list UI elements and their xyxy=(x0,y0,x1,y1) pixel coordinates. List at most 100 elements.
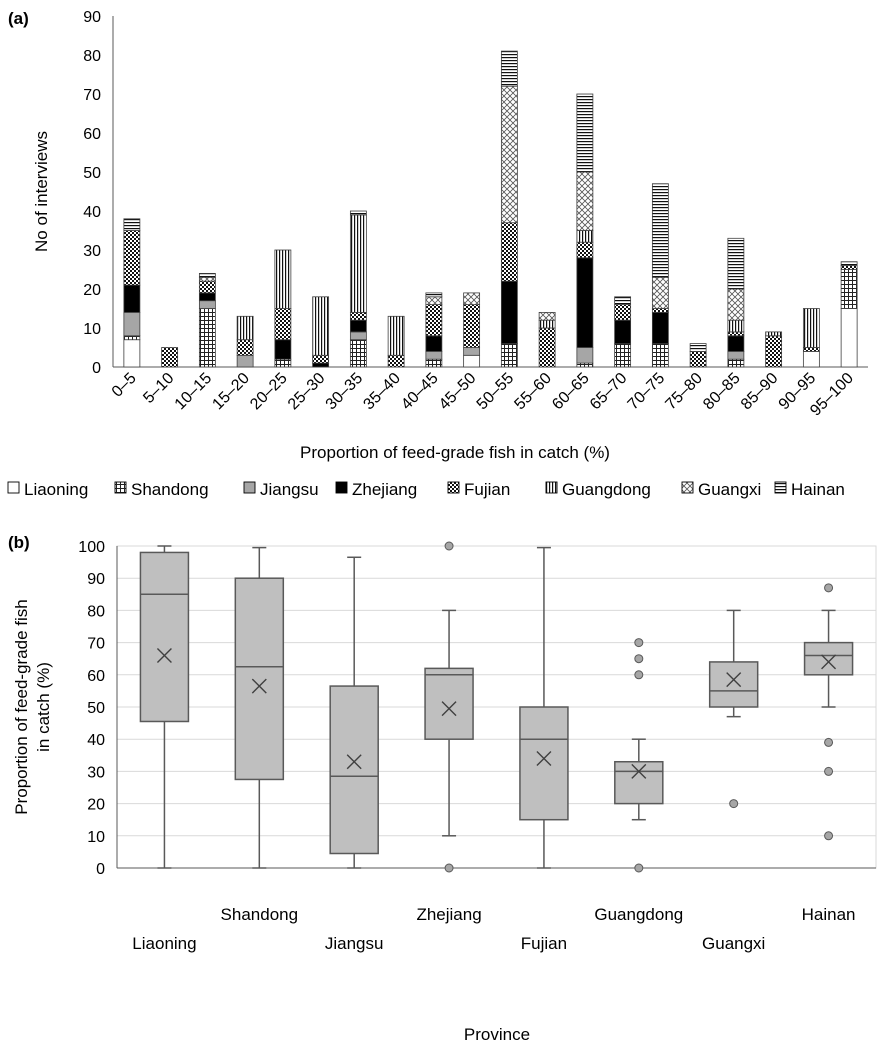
bar-segment xyxy=(765,331,783,337)
bar-segment xyxy=(425,350,443,360)
mean-marker xyxy=(536,751,552,767)
outlier-point xyxy=(824,737,834,747)
bar-segment xyxy=(614,304,632,321)
y-axis-title-line1: Proportion of feed-grade fish xyxy=(12,599,31,814)
bar-segment xyxy=(463,354,481,368)
legend-label: Guangxi xyxy=(698,480,761,499)
x-tick-label: 20–25 xyxy=(247,370,291,414)
box-iqr xyxy=(234,577,285,781)
bar-segment xyxy=(198,300,216,309)
legend-item: Hainan xyxy=(774,480,845,499)
outlier-point xyxy=(729,799,739,809)
y-tick-label: 80 xyxy=(83,48,101,65)
y-tick-label: 50 xyxy=(87,700,105,717)
y-tick-label: 60 xyxy=(87,668,105,685)
legend-item: Guangdong xyxy=(545,480,651,499)
bar-segment xyxy=(576,347,594,364)
bar-segment xyxy=(576,257,594,348)
bar-segment xyxy=(312,354,330,364)
bar-segment xyxy=(538,319,556,329)
bar-segment xyxy=(651,308,669,313)
bar-segment xyxy=(727,237,745,290)
x-tick-label: 60–65 xyxy=(549,370,593,414)
outlier-point xyxy=(634,670,644,680)
bar-segment xyxy=(651,343,669,368)
bar-segment xyxy=(236,354,254,368)
legend-item: Zhejiang xyxy=(335,480,417,499)
bar-segment xyxy=(802,347,820,352)
bar-segment xyxy=(576,241,594,259)
bar-segment xyxy=(123,218,141,231)
bar-segment xyxy=(236,339,254,356)
bar-segment xyxy=(123,284,141,313)
bar-segment xyxy=(576,362,594,368)
y-tick-label: 30 xyxy=(83,243,101,260)
x-tick-label: 85–90 xyxy=(738,370,782,414)
x-tick-label: 40–45 xyxy=(398,370,442,414)
bar-segment xyxy=(274,339,292,360)
bar-segment xyxy=(802,308,820,348)
box-iqr xyxy=(329,685,379,855)
x-tick-label: 30–35 xyxy=(323,370,367,414)
bar-segment xyxy=(463,347,481,356)
box-iqr xyxy=(139,551,190,723)
bar-segment xyxy=(840,261,858,267)
chart-legend: Liaoning Shandong Jiangsu Zhejiang Fujian Gua… xyxy=(7,480,845,499)
x-axis-title: Proportion of feed-grade fish in catch (… xyxy=(300,443,610,462)
legend-swatch xyxy=(447,481,460,494)
bar-segment xyxy=(312,362,330,368)
mean-marker xyxy=(726,672,742,688)
bar-segment xyxy=(198,308,216,368)
x-tick-label: 25–30 xyxy=(285,370,329,414)
box-plot-chart: 0 10 20 30 40 50 60 70 80 90 100 Liaoning Shandong Ji… xyxy=(12,539,877,1044)
bar-segment xyxy=(463,304,481,348)
x-tick-label: Zhejiang xyxy=(416,905,481,924)
y-tick-label: 40 xyxy=(83,204,101,221)
bar-segment xyxy=(198,276,216,282)
box-group xyxy=(614,638,664,873)
legend-swatch xyxy=(681,481,694,494)
legend-label: Shandong xyxy=(131,480,209,499)
bar-segment xyxy=(689,350,707,368)
box-group xyxy=(708,609,759,809)
legend-item: Shandong xyxy=(114,480,209,499)
x-tick-label: 75–80 xyxy=(662,370,706,414)
bar-segment xyxy=(349,214,367,313)
bar-segment xyxy=(651,311,669,344)
bar-segment xyxy=(576,93,594,173)
legend-swatch xyxy=(545,481,558,494)
bar-segment xyxy=(651,276,669,309)
x-tick-label: 80–85 xyxy=(700,370,744,414)
bar-segment xyxy=(727,350,745,360)
bar-segment xyxy=(727,319,745,333)
bar-segment xyxy=(840,265,858,270)
legend-swatch xyxy=(335,481,348,494)
y-tick-label: 100 xyxy=(78,539,105,556)
y-tick-label: 0 xyxy=(92,360,101,377)
legend-label: Fujian xyxy=(464,480,510,499)
legend-swatch xyxy=(114,481,127,494)
bar-segment xyxy=(123,311,141,337)
bar-segment xyxy=(614,319,632,345)
y-tick-label: 40 xyxy=(87,732,105,749)
x-tick-label: Fujian xyxy=(521,934,567,953)
x-tick-label: 15–20 xyxy=(209,370,253,414)
x-tick-label: Hainan xyxy=(802,905,856,924)
bar-segment xyxy=(840,269,858,309)
x-tick-label: Guangdong xyxy=(594,905,683,924)
bar-segment xyxy=(198,280,216,294)
bar-segment xyxy=(651,183,669,278)
box-group xyxy=(139,545,190,869)
bar-segment xyxy=(425,358,443,368)
bar-segment xyxy=(387,354,405,368)
mean-marker xyxy=(821,654,837,670)
y-tick-label: 90 xyxy=(83,9,101,26)
bar-segment xyxy=(538,311,556,321)
bar-segment xyxy=(727,335,745,352)
bar-segment xyxy=(425,292,443,298)
outlier-point xyxy=(824,831,834,841)
legend-label: Liaoning xyxy=(24,480,88,499)
bar-segment xyxy=(802,350,820,368)
